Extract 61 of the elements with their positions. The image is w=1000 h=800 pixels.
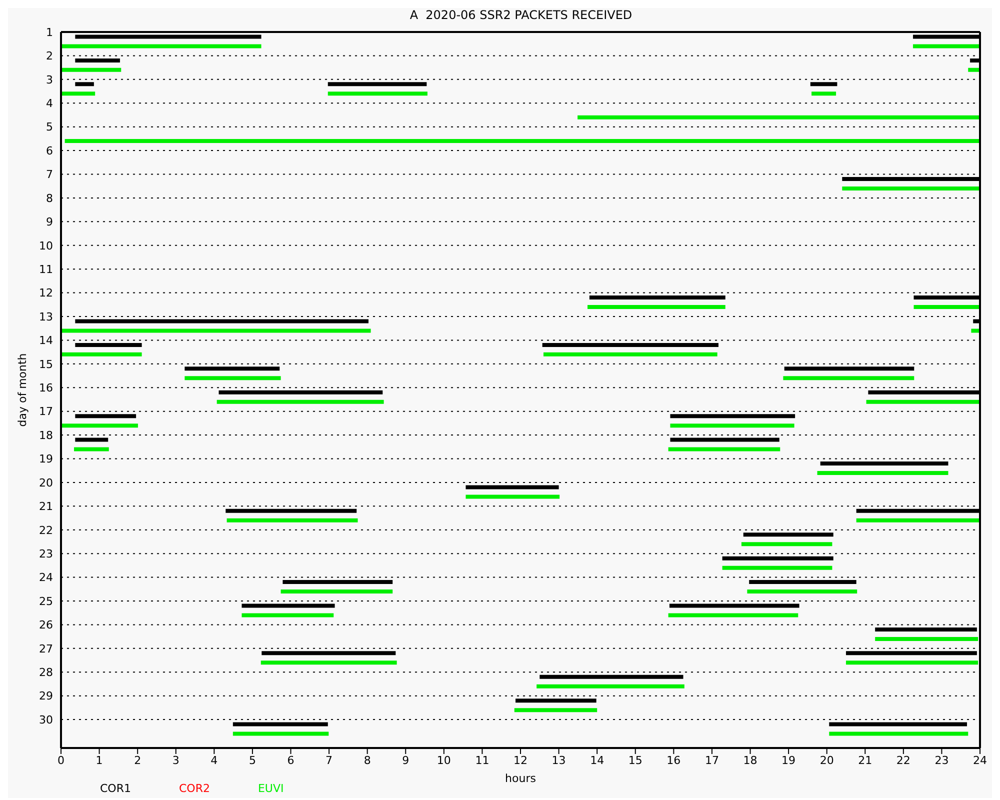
x-tick-label: 2 xyxy=(134,754,142,767)
y-tick-label: 22 xyxy=(39,524,53,537)
x-tick-label: 22 xyxy=(896,754,910,767)
x-tick-label: 6 xyxy=(287,754,294,767)
x-tick-label: 7 xyxy=(326,754,333,767)
y-tick-label: 16 xyxy=(39,382,53,395)
x-tick-label: 14 xyxy=(590,754,604,767)
y-tick-label: 7 xyxy=(46,168,53,182)
x-tick-label: 20 xyxy=(820,754,834,767)
x-tick-label: 21 xyxy=(858,754,872,767)
x-tick-label: 11 xyxy=(475,754,490,767)
x-tick-label: 23 xyxy=(934,754,949,767)
x-tick-label: 13 xyxy=(552,754,566,767)
y-tick-label: 14 xyxy=(39,334,53,348)
y-axis-title: day of month xyxy=(16,353,29,427)
y-tick-label: 13 xyxy=(39,310,53,324)
y-tick-label: 3 xyxy=(46,73,53,86)
legend-label: COR2 xyxy=(178,782,210,795)
y-tick-label: 17 xyxy=(39,405,53,418)
y-tick-label: 27 xyxy=(39,642,53,656)
y-tick-label: 28 xyxy=(39,666,53,680)
y-tick-label: 30 xyxy=(39,713,53,726)
y-tick-label: 4 xyxy=(46,97,53,110)
x-tick-label: 15 xyxy=(628,754,642,767)
x-tick-label: 0 xyxy=(58,754,64,767)
x-tick-label: 18 xyxy=(743,754,758,767)
y-tick-label: 26 xyxy=(39,618,53,632)
x-tick-label: 5 xyxy=(248,754,256,767)
x-tick-label: 17 xyxy=(704,754,719,767)
y-tick-label: 15 xyxy=(39,358,53,371)
y-tick-label: 11 xyxy=(39,262,53,276)
text: EUVI xyxy=(258,782,284,795)
x-tick-label: 12 xyxy=(514,754,528,767)
text: COR1 xyxy=(100,782,131,795)
y-tick-label: 6 xyxy=(46,144,53,158)
x-tick-label: 24 xyxy=(973,754,987,767)
y-tick-label: 19 xyxy=(39,452,53,466)
y-tick-label: 29 xyxy=(39,690,53,703)
chart-title: A 2020-06 SSR2 PACKETS RECEIVED xyxy=(408,8,634,22)
y-tick-label: 18 xyxy=(39,428,53,442)
y-tick-label: 21 xyxy=(39,500,53,514)
x-tick-label: 1 xyxy=(96,754,103,767)
x-tick-label: 10 xyxy=(436,754,451,767)
y-tick-label: 25 xyxy=(39,594,53,608)
y-tick-label: 2 xyxy=(46,50,53,63)
y-tick-label: 9 xyxy=(46,216,53,229)
y-tick-label: 10 xyxy=(39,239,53,252)
x-tick-label: 4 xyxy=(210,754,218,767)
x-tick-label: 16 xyxy=(666,754,681,767)
y-tick-label: 20 xyxy=(39,476,53,490)
x-tick-label: 19 xyxy=(782,754,796,767)
x-tick-label: 8 xyxy=(364,754,371,767)
y-tick-label: 8 xyxy=(46,192,53,205)
x-tick-label: 3 xyxy=(172,754,180,767)
y-tick-label: 1 xyxy=(46,26,53,39)
y-tick-label: 5 xyxy=(46,120,53,134)
y-tick-label: 23 xyxy=(39,547,53,560)
x-tick-label: 9 xyxy=(402,754,410,767)
y-tick-label: 24 xyxy=(39,571,53,584)
y-tick-label: 12 xyxy=(39,286,53,300)
x-axis-title: hours xyxy=(505,772,536,785)
